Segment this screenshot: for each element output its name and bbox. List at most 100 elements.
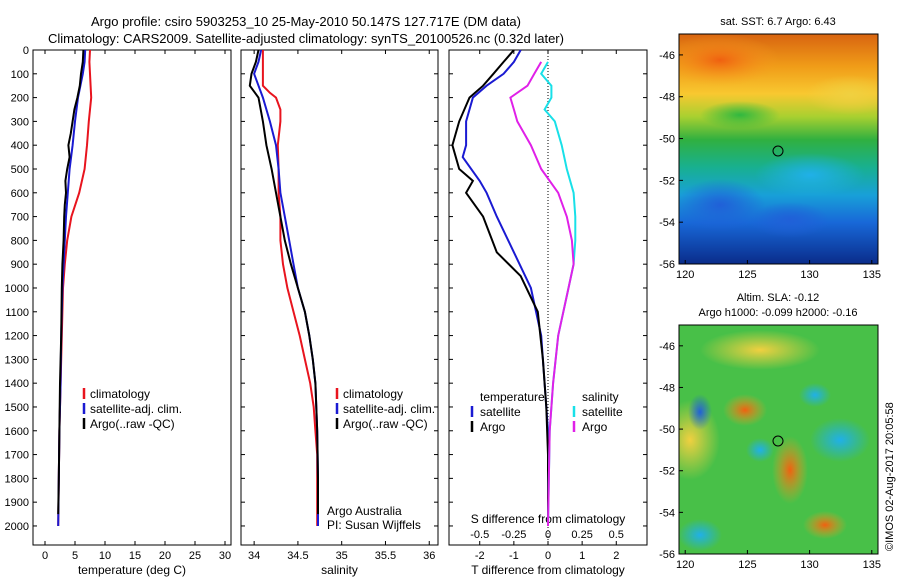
- y-tick-label: 1400: [5, 378, 29, 390]
- y-tick-label: 500: [11, 164, 29, 176]
- x-tick-label: 15: [129, 550, 141, 562]
- map-x-tick-label: 130: [800, 559, 818, 571]
- y-tick-label: 1600: [5, 426, 29, 438]
- credit-text: ©IMOS 02-Aug-2017 20:05:58: [884, 402, 896, 551]
- legend-label: satellite: [480, 405, 521, 419]
- x-tick-label: 25: [189, 550, 201, 562]
- x-tick-label: 2: [613, 550, 619, 562]
- x-tick-label: 35: [336, 550, 348, 562]
- x-tick-label: 36: [423, 550, 435, 562]
- sst-map-image: [679, 34, 878, 264]
- x-tick-label: 0: [42, 550, 48, 562]
- x-axis-label: temperature (deg C): [78, 563, 186, 577]
- y-tick-label: 0: [23, 45, 29, 57]
- y-tick-label: 1000: [5, 283, 29, 295]
- x-tick-label: 34: [248, 550, 260, 562]
- sla-map-title-1: Altim. SLA: -0.12: [737, 292, 820, 304]
- map-y-tick-label: -54: [659, 507, 675, 519]
- series-salinity-argo: [509, 61, 575, 527]
- argo-position-marker: [772, 145, 784, 157]
- y-tick-label: 300: [11, 116, 29, 128]
- profile-panels: 0 5 10 15 20 25 300100200300400500600700800900…: [5, 45, 648, 577]
- sla-map: Altim. SLA: -0.12 Argo h1000: -0.099 h20…: [659, 292, 881, 571]
- annotation-text: PI: Susan Wijffels: [327, 518, 421, 532]
- legend-label: satellite-adj. clim.: [90, 402, 182, 416]
- x-tick-label: 5: [72, 550, 78, 562]
- y-tick-label: 900: [11, 259, 29, 271]
- legend-label: Argo(..raw -QC): [90, 417, 175, 431]
- series-argo-raw-qc-: [57, 49, 85, 515]
- panel-frame: [32, 49, 232, 546]
- sst-map-title: sat. SST: 6.7 Argo: 6.43: [720, 16, 836, 28]
- x-axis-label: T difference from climatology: [471, 563, 625, 577]
- map-y-tick-label: -48: [659, 92, 675, 104]
- map-x-tick-label: 120: [676, 269, 694, 281]
- legend-label: satellite-adj. clim.: [343, 402, 435, 416]
- map-y-tick-label: -50: [659, 134, 675, 146]
- map-x-tick-label: 135: [863, 269, 881, 281]
- series-temperature-satellite: [461, 49, 549, 526]
- y-tick-label: 700: [11, 212, 29, 224]
- y-tick-label: 1200: [5, 331, 29, 343]
- x-tick-label: 30: [219, 550, 231, 562]
- map-y-tick-label: -56: [659, 259, 675, 271]
- map-y-tick-label: -52: [659, 175, 675, 187]
- map-x-tick-label: 125: [738, 269, 756, 281]
- map-y-tick-label: -46: [659, 50, 675, 62]
- map-x-tick-label: 135: [863, 559, 881, 571]
- sst-map: sat. SST: 6.7 Argo: 6.43 120 125 130 135 -46…: [659, 16, 881, 281]
- y-tick-label: 200: [11, 93, 29, 105]
- sla-map-image: [679, 325, 878, 554]
- series-temperature-argo: [451, 49, 549, 526]
- top-tick-label: -0.25: [501, 529, 526, 541]
- argo-position-marker-sla: [772, 435, 784, 447]
- top-tick-label: 0.5: [609, 529, 624, 541]
- x-tick-label: 0: [545, 550, 551, 562]
- panel-2: 34 34.5 35 35.5 36 salinity climatologysatelli…: [240, 49, 439, 577]
- map-y-tick-label: -50: [659, 424, 675, 436]
- x-tick-label: 35.5: [375, 550, 396, 562]
- legend-label: climatology: [343, 387, 403, 401]
- x-tick-label: 1: [579, 550, 585, 562]
- top-tick-label: 0.25: [571, 529, 592, 541]
- x-tick-label: -2: [475, 550, 485, 562]
- title-line-1: Argo profile: csiro 5903253_10 25-May-20…: [91, 14, 521, 29]
- legend-salinity-title: salinity: [582, 390, 619, 404]
- y-tick-label: 100: [11, 69, 29, 81]
- panel-frame: [240, 49, 439, 546]
- series-climatology: [261, 50, 319, 526]
- panel-1: 0 5 10 15 20 25 300100200300400500600700800900…: [5, 45, 232, 577]
- y-tick-label: 1700: [5, 450, 29, 462]
- series-argo-raw-qc-: [248, 49, 319, 515]
- legend-temperature-title: temperature: [480, 390, 545, 404]
- legend-label: climatology: [90, 387, 150, 401]
- y-tick-label: 1800: [5, 473, 29, 485]
- legend-label: Argo(..raw -QC): [343, 417, 428, 431]
- y-tick-label: 1300: [5, 354, 29, 366]
- y-tick-label: 400: [11, 140, 29, 152]
- title-line-2: Climatology: CARS2009. Satellite-adjuste…: [48, 31, 564, 46]
- x-tick-label: 10: [99, 550, 111, 562]
- y-tick-label: 2000: [5, 521, 29, 533]
- legend-label: satellite: [582, 405, 623, 419]
- map-y-tick-label: -46: [659, 341, 675, 353]
- legend-label: Argo: [480, 420, 506, 434]
- series-salinity-satellite: [539, 61, 577, 527]
- map-x-tick-label: 130: [800, 269, 818, 281]
- x-tick-label: 34.5: [287, 550, 308, 562]
- y-tick-label: 600: [11, 188, 29, 200]
- map-y-tick-label: -54: [659, 217, 675, 229]
- top-tick-label: -0.5: [470, 529, 489, 541]
- x-axis-label: salinity: [321, 563, 358, 577]
- map-x-tick-label: 125: [738, 559, 756, 571]
- y-tick-label: 1100: [5, 307, 29, 319]
- map-y-tick-label: -52: [659, 466, 675, 478]
- annotation-text: Argo Australia: [327, 504, 402, 518]
- sla-map-title-2: Argo h1000: -0.099 h2000: -0.16: [698, 307, 857, 319]
- map-x-tick-label: 120: [676, 559, 694, 571]
- y-tick-label: 800: [11, 235, 29, 247]
- x-tick-label: -1: [509, 550, 519, 562]
- x-tick-label: 20: [159, 550, 171, 562]
